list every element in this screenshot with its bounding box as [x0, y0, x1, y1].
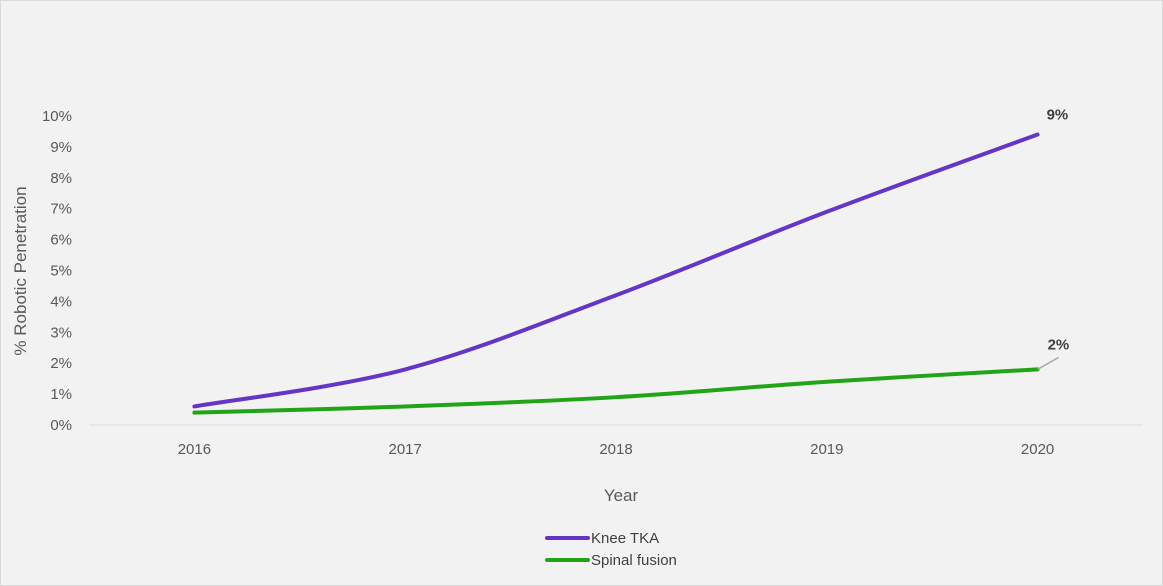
data-label: 2% — [1048, 336, 1070, 353]
y-tick-label: 5% — [50, 263, 72, 280]
y-tick-label: 8% — [50, 170, 72, 187]
y-axis-title: % Robotic Penetration — [11, 186, 30, 355]
x-axis-title: Year — [604, 486, 639, 505]
y-tick-label: 10% — [42, 108, 72, 125]
y-tick-label: 9% — [50, 139, 72, 156]
legend-label: Spinal fusion — [591, 552, 677, 569]
leader-line — [1037, 356, 1059, 371]
x-tick-label: 2016 — [178, 441, 211, 458]
x-tick-label: 2019 — [810, 441, 843, 458]
series-lines — [192, 132, 1040, 415]
legend: Knee TKA Spinal fusion — [545, 530, 677, 569]
legend-label: Knee TKA — [591, 530, 659, 547]
x-tick-label: 2020 — [1021, 441, 1054, 458]
y-tick-label: 2% — [50, 355, 72, 372]
y-axis-ticks: 0% 1% 2% 3% 4% 5% 6% 7% 8% 9% 10% — [42, 108, 72, 434]
y-tick-label: 6% — [50, 232, 72, 249]
y-tick-label: 1% — [50, 386, 72, 403]
series-line-spinal-fusion — [192, 367, 1040, 415]
y-tick-label: 0% — [50, 417, 72, 434]
x-tick-label: 2018 — [599, 441, 632, 458]
y-tick-label: 4% — [50, 293, 72, 310]
x-tick-label: 2017 — [389, 441, 422, 458]
x-axis-ticks: 2016 2017 2018 2019 2020 — [178, 441, 1055, 458]
y-tick-label: 7% — [50, 201, 72, 218]
series-line-knee-tka — [192, 132, 1040, 409]
data-labels: 9% 2% — [1037, 107, 1070, 371]
data-label: 9% — [1047, 107, 1069, 124]
y-tick-label: 3% — [50, 324, 72, 341]
